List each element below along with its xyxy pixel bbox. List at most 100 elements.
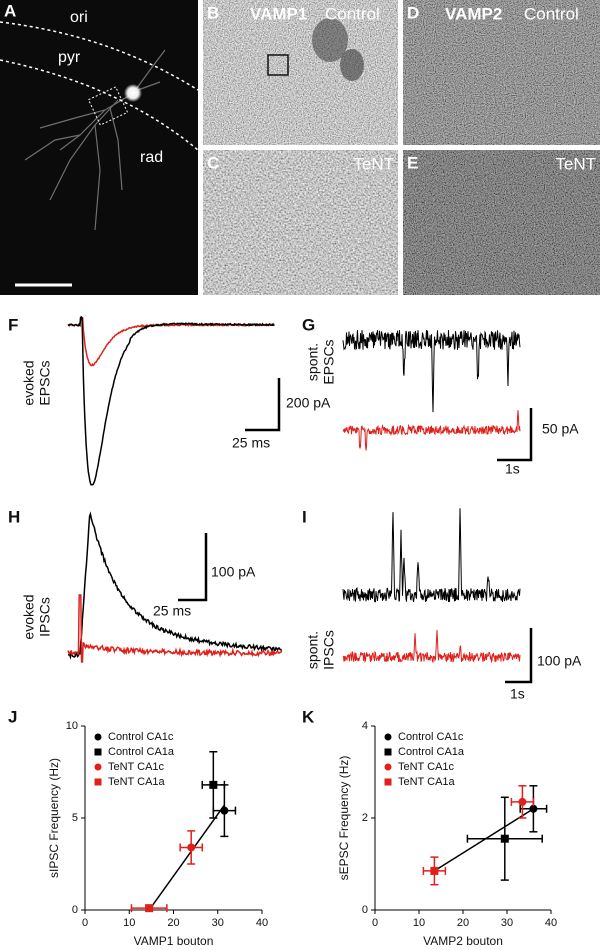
traces	[67, 315, 521, 664]
y-tick-label: 0	[362, 904, 368, 916]
legend-swatch	[94, 733, 102, 741]
point	[430, 866, 439, 875]
roi-box	[87, 86, 129, 126]
trend-line	[434, 808, 534, 872]
trace	[342, 508, 521, 603]
panel-label: I	[302, 507, 307, 526]
condition-label: TeNT	[353, 154, 394, 173]
legend-swatch	[94, 763, 102, 771]
trace-label: evoked	[21, 360, 37, 405]
trace-label: spont.	[305, 631, 321, 669]
point	[518, 797, 527, 806]
point	[209, 780, 218, 789]
scale-label: 1s	[510, 686, 525, 702]
y-axis-label: sEPSC Frequency (Hz)	[337, 756, 351, 881]
scale-label: 200 pA	[286, 395, 331, 411]
scale-bar	[178, 533, 208, 602]
scale-label: 25 ms	[153, 603, 191, 619]
scale-bar	[245, 378, 281, 432]
x-tick-label: 20	[167, 917, 179, 929]
x-axis-label: VAMP2 bouton	[423, 934, 503, 948]
layer-boundary	[0, 59, 199, 151]
soma	[124, 84, 142, 102]
point	[500, 834, 509, 843]
point	[187, 843, 196, 852]
trace-label: IPSCs	[37, 597, 53, 637]
panel-label: H	[8, 507, 20, 526]
layer-label: rad	[140, 149, 163, 166]
legend-swatch	[384, 748, 392, 756]
legend-label: TeNT CA1a	[108, 776, 166, 788]
x-tick-label: 0	[372, 917, 378, 929]
y-tick-label: 0	[72, 904, 78, 916]
panel-label: C	[207, 153, 219, 172]
x-axis-label: VAMP1 bouton	[134, 934, 214, 948]
scale-label: 100 pA	[211, 564, 256, 580]
x-tick-label: 20	[457, 917, 469, 929]
trend-line	[148, 804, 225, 911]
image-b	[203, 0, 398, 145]
x-tick-label: 30	[501, 917, 513, 929]
panel-label: G	[302, 315, 315, 334]
marker-label: VAMP1	[250, 4, 307, 23]
image-c	[203, 150, 398, 295]
legend-swatch	[384, 763, 392, 771]
cell-shadow	[312, 18, 348, 62]
y-tick-label: 4	[362, 720, 368, 732]
panel-label: A	[4, 1, 16, 20]
y-tick-label: 5	[72, 812, 78, 824]
panel-label: F	[8, 315, 18, 334]
trace	[67, 594, 283, 663]
trace-label: evoked	[21, 594, 37, 639]
x-tick-label: 0	[82, 917, 88, 929]
point	[529, 804, 538, 813]
trace	[342, 410, 521, 451]
legend-label: Control CA1a	[398, 746, 465, 758]
trace-label: spont.	[305, 343, 321, 381]
trace-label: EPSCs	[321, 339, 337, 384]
legend-label: Control CA1c	[398, 731, 464, 743]
scale-bars	[178, 378, 533, 684]
x-tick-label: 40	[256, 917, 268, 929]
y-tick-label: 10	[66, 720, 78, 732]
panel-label: B	[207, 3, 219, 22]
scale-bar	[497, 408, 533, 462]
legend-swatch	[94, 748, 102, 756]
scale-label: 1s	[505, 461, 520, 477]
legend-label: TeNT CA1c	[398, 761, 455, 773]
layer-label: pyr	[58, 49, 81, 66]
legend-label: Control CA1a	[108, 746, 175, 758]
x-tick-label: 10	[123, 917, 135, 929]
image-d	[403, 0, 600, 145]
legend-swatch	[384, 778, 392, 786]
trace	[67, 316, 275, 367]
legend-label: TeNT CA1a	[398, 776, 456, 788]
y-tick-label: 2	[362, 812, 368, 824]
condition-label: TeNT	[555, 154, 596, 173]
scale-bar	[505, 628, 533, 684]
image-e	[403, 150, 600, 295]
condition-label: Control	[325, 4, 380, 23]
panel-label: E	[407, 153, 418, 172]
x-tick-label: 10	[413, 917, 425, 929]
panel-label: K	[302, 707, 315, 726]
trace-label: IPSCs	[321, 630, 337, 670]
legend-swatch	[384, 733, 392, 741]
trace-label: EPSCs	[37, 360, 53, 405]
roi-box	[267, 54, 289, 76]
x-tick-label: 40	[545, 917, 557, 929]
point	[220, 806, 229, 815]
layer-boundary	[0, 21, 199, 91]
legend-label: TeNT CA1c	[108, 761, 165, 773]
dendrites	[24, 49, 166, 231]
trace	[67, 315, 275, 486]
legend-label: Control CA1c	[108, 731, 174, 743]
image-a	[0, 0, 198, 295]
scale-label: 50 pA	[542, 421, 579, 437]
panel-label: J	[8, 707, 17, 726]
x-tick-label: 30	[212, 917, 224, 929]
cell-shadow	[340, 49, 364, 81]
trace	[67, 511, 283, 660]
